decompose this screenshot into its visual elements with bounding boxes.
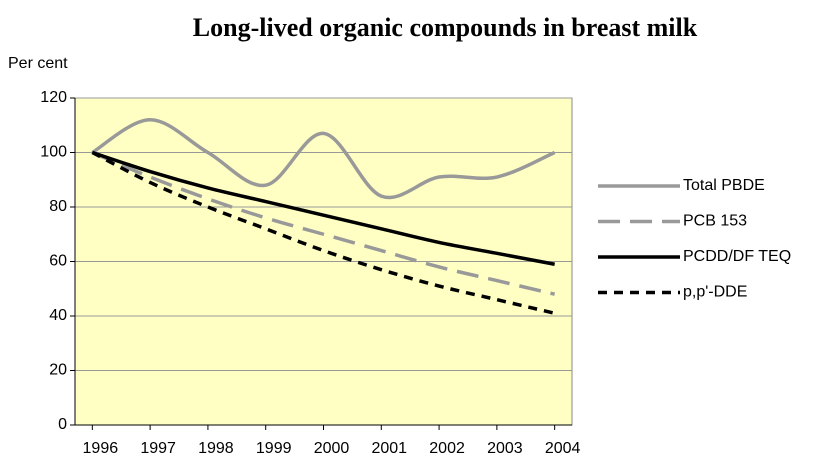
legend-label: Total PBDE bbox=[683, 177, 765, 194]
x-tick-label: 2002 bbox=[429, 440, 465, 457]
x-tick-label: 2003 bbox=[487, 440, 523, 457]
x-tick-label: 1996 bbox=[83, 440, 119, 457]
series-line bbox=[91, 150, 555, 266]
legend-label: PCDD/DF TEQ bbox=[683, 248, 791, 265]
x-tick-label: 1998 bbox=[198, 440, 234, 457]
y-axis-label: Per cent bbox=[8, 55, 68, 72]
chart-title: Long-lived organic compounds in breast m… bbox=[193, 13, 698, 42]
y-tick-label: 60 bbox=[49, 253, 67, 270]
x-tick-label: 1999 bbox=[256, 440, 292, 457]
x-tick-label: 2004 bbox=[545, 440, 581, 457]
y-tick-label: 0 bbox=[58, 416, 67, 433]
series-line bbox=[91, 118, 556, 200]
y-tick-label: 120 bbox=[40, 89, 67, 106]
y-tick-label: 20 bbox=[49, 362, 67, 379]
x-tick-label: 1997 bbox=[140, 440, 176, 457]
series-line bbox=[91, 150, 556, 296]
x-tick-label: 2001 bbox=[371, 440, 407, 457]
y-tick-label: 40 bbox=[49, 307, 67, 324]
x-tick-label: 2000 bbox=[314, 440, 350, 457]
legend-label: p,p'-DDE bbox=[683, 284, 747, 301]
y-tick-label: 100 bbox=[40, 144, 67, 161]
legend-label: PCB 153 bbox=[683, 213, 747, 230]
y-tick-label: 80 bbox=[49, 198, 67, 215]
